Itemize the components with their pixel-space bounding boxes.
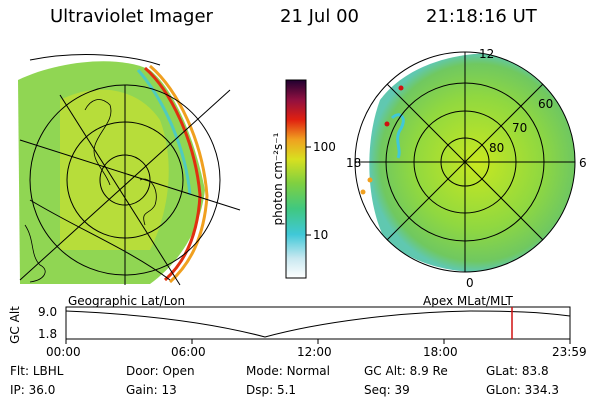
info-seq: Seq: 39 bbox=[364, 383, 410, 397]
colorbar bbox=[285, 79, 311, 279]
info-gain: Gain: 13 bbox=[126, 383, 177, 397]
geo-panel-label: Geographic Lat/Lon bbox=[68, 294, 186, 308]
mlat-label-80: 80 bbox=[489, 141, 505, 155]
info-flt: Flt: LBHL bbox=[10, 364, 64, 378]
info-door: Door: Open bbox=[126, 364, 195, 378]
colorbar-tick-10: 10 bbox=[313, 228, 329, 242]
x-tick-0600: 06:00 bbox=[171, 345, 206, 359]
colorbar-label: photon cm⁻²s⁻¹ bbox=[271, 132, 285, 226]
info-gc-alt: GC Alt: 8.9 Re bbox=[364, 364, 448, 378]
timeline-ylabel: GC Alt bbox=[8, 306, 22, 344]
title: Ultraviolet Imager bbox=[50, 6, 213, 27]
apex-map bbox=[354, 51, 576, 273]
mlt-label-18: 18 bbox=[346, 156, 362, 170]
x-tick-2359: 23:59 bbox=[552, 345, 587, 359]
mlt-label-12: 12 bbox=[479, 47, 495, 61]
info-mode: Mode: Normal bbox=[246, 364, 330, 378]
mlat-label-60: 60 bbox=[538, 97, 554, 111]
y-tick-9: 9.0 bbox=[38, 305, 58, 319]
altitude-curve bbox=[65, 310, 571, 338]
timestamp: 21:18:16 UT bbox=[426, 6, 537, 27]
info-glon: GLon: 334.3 bbox=[486, 383, 559, 397]
date: 21 Jul 00 bbox=[280, 6, 359, 27]
y-tick-1-8: 1.8 bbox=[38, 327, 58, 341]
x-tick-1800: 18:00 bbox=[423, 345, 458, 359]
apex-emission bbox=[369, 53, 575, 272]
apex-panel-label: Apex MLat/MLT bbox=[423, 294, 513, 308]
colorbar-tick-100: 100 bbox=[313, 140, 336, 154]
mlat-label-70: 70 bbox=[512, 121, 528, 135]
timeline-plot bbox=[65, 306, 571, 344]
x-tick-1200: 12:00 bbox=[297, 345, 332, 359]
x-tick-0000: 00:00 bbox=[46, 345, 81, 359]
info-ip: IP: 36.0 bbox=[10, 383, 56, 397]
mlt-label-6: 6 bbox=[579, 156, 587, 170]
info-glat: GLat: 83.8 bbox=[486, 364, 549, 378]
geographic-map bbox=[18, 54, 241, 286]
mlt-label-0: 0 bbox=[466, 276, 474, 290]
info-dsp: Dsp: 5.1 bbox=[246, 383, 297, 397]
